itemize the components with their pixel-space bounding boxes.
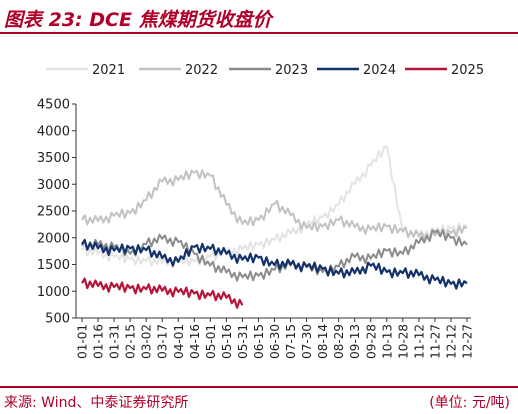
x-tick-label: 07-30 [300, 324, 314, 359]
chart-title-bar: 图表 23: DCE 焦煤期货收盘价 [0, 0, 518, 34]
unit-label: (单位: 元/吨) [429, 395, 510, 411]
x-tick-label: 10-13 [380, 324, 394, 359]
legend-label-2024: 2024 [363, 63, 396, 78]
legend-label-2022: 2022 [185, 63, 218, 78]
series-line-2025 [81, 277, 244, 309]
x-tick-label: 05-31 [236, 324, 250, 359]
y-tick-label: 3000 [37, 178, 70, 193]
y-tick-label: 3500 [37, 151, 70, 166]
y-tick-label: 500 [45, 312, 70, 327]
x-tick-label: 11-12 [412, 324, 426, 359]
source-divider [0, 386, 518, 388]
y-tick-label: 1000 [37, 285, 70, 300]
x-tick-label: 03-02 [140, 324, 154, 359]
x-tick-label: 08-29 [332, 324, 346, 359]
x-tick-label: 01-31 [108, 324, 122, 359]
x-tick-label: 08-14 [316, 324, 330, 359]
legend-label-2021: 2021 [92, 63, 125, 78]
y-tick-label: 4500 [37, 98, 70, 113]
y-tick-label: 4000 [37, 124, 70, 139]
series-line-2021 [81, 145, 468, 269]
x-tick-label: 02-15 [124, 324, 138, 359]
x-tick-label: 12-12 [444, 324, 458, 359]
x-tick-label: 03-17 [156, 324, 170, 359]
x-tick-label: 04-16 [188, 324, 202, 359]
y-tick-label: 2500 [37, 205, 70, 220]
series-line-2023 [81, 229, 468, 282]
x-tick-label: 10-28 [396, 324, 410, 359]
x-tick-label: 04-01 [172, 324, 186, 359]
line-chart: 2021 2022 2023 2024 2025 500 1000 1500 2000 2500 3… [37, 63, 484, 359]
series-line-2022 [81, 169, 468, 242]
x-tick-label: 11-27 [428, 324, 442, 359]
x-tick-label: 01-01 [76, 324, 90, 359]
x-tick-label: 06-15 [252, 324, 266, 359]
legend-label-2023: 2023 [275, 63, 308, 78]
x-tick-label: 06-30 [268, 324, 282, 359]
source-bar: 来源: Wind、中泰证券研究所 (单位: 元/吨) [0, 386, 518, 414]
x-tick-label: 01-16 [92, 324, 106, 359]
legend: 2021 2022 2023 2024 2025 [46, 63, 484, 78]
y-tick-label: 2000 [37, 231, 70, 246]
x-tick-label: 12-27 [461, 324, 475, 359]
x-tick-label: 09-28 [364, 324, 378, 359]
series-line-2024 [81, 238, 468, 290]
chart-title: 图表 23: DCE 焦煤期货收盘价 [4, 9, 272, 31]
y-tick-label: 1500 [37, 258, 70, 273]
x-tick-label: 07-15 [284, 324, 298, 359]
title-divider [0, 32, 518, 34]
legend-label-2025: 2025 [451, 63, 484, 78]
source-label: 来源: Wind、中泰证券研究所 [4, 395, 189, 411]
x-tick-label: 05-01 [204, 324, 218, 359]
x-tick-label: 09-13 [348, 324, 362, 359]
x-tick-label: 05-16 [220, 324, 234, 359]
